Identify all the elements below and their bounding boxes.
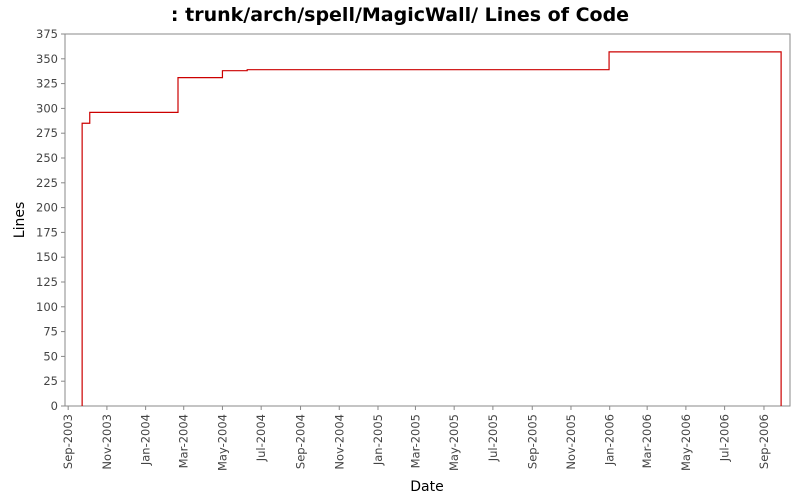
y-tick-label: 275 xyxy=(36,126,58,140)
x-tick-label: Jan-2005 xyxy=(371,414,385,466)
x-tick-label: May-2006 xyxy=(679,414,693,471)
x-tick-label: Mar-2005 xyxy=(408,414,422,468)
y-tick-label: 175 xyxy=(36,225,58,239)
y-tick-label: 75 xyxy=(43,325,58,339)
y-tick-label: 300 xyxy=(36,101,58,115)
y-tick-label: 350 xyxy=(36,52,58,66)
x-tick-label: Jan-2006 xyxy=(603,414,617,466)
y-axis: 0 25 50 75 100 125 150 175 200 225 250 275 300 325 350… xyxy=(36,27,65,413)
y-tick-label: 100 xyxy=(36,300,58,314)
x-tick-label: Sep-2004 xyxy=(294,414,308,469)
x-tick-label: Jul-2005 xyxy=(486,414,500,462)
x-tick-label: Sep-2006 xyxy=(757,414,771,469)
x-tick-label: Mar-2006 xyxy=(640,414,654,468)
x-tick-label: May-2004 xyxy=(215,414,229,471)
x-tick-label: Nov-2003 xyxy=(100,414,114,470)
y-tick-label: 50 xyxy=(43,349,58,363)
x-tick-label: Jul-2006 xyxy=(718,414,732,462)
y-tick-label: 325 xyxy=(36,77,58,91)
series-line xyxy=(81,51,782,406)
x-tick-label: Mar-2004 xyxy=(177,414,191,468)
x-axis-label: Date xyxy=(410,479,443,495)
y-tick-label: 25 xyxy=(43,374,58,388)
x-tick-label: May-2005 xyxy=(447,414,461,471)
x-axis: Sep-2003 Nov-2003 Jan-2004 Mar-2004 May-2004… xyxy=(61,406,771,471)
y-axis-label: Lines xyxy=(12,202,28,238)
plot-area xyxy=(64,33,791,407)
y-tick-label: 125 xyxy=(36,275,58,289)
x-tick-label: Sep-2003 xyxy=(61,414,75,469)
x-tick-label: Jul-2004 xyxy=(254,414,268,462)
y-tick-label: 0 xyxy=(51,399,58,413)
y-tick-label: 250 xyxy=(36,151,58,165)
y-tick-label: 150 xyxy=(36,250,58,264)
x-tick-label: Nov-2004 xyxy=(332,414,346,470)
y-tick-label: 375 xyxy=(36,27,58,41)
y-tick-label: 200 xyxy=(36,201,58,215)
series-group xyxy=(81,51,782,406)
x-tick-label: Jan-2004 xyxy=(139,414,153,466)
chart-title: : trunk/arch/spell/MagicWall/ Lines of C… xyxy=(171,4,629,26)
x-tick-label: Sep-2005 xyxy=(525,414,539,469)
y-tick-label: 225 xyxy=(36,176,58,190)
x-tick-label: Nov-2005 xyxy=(564,414,578,470)
